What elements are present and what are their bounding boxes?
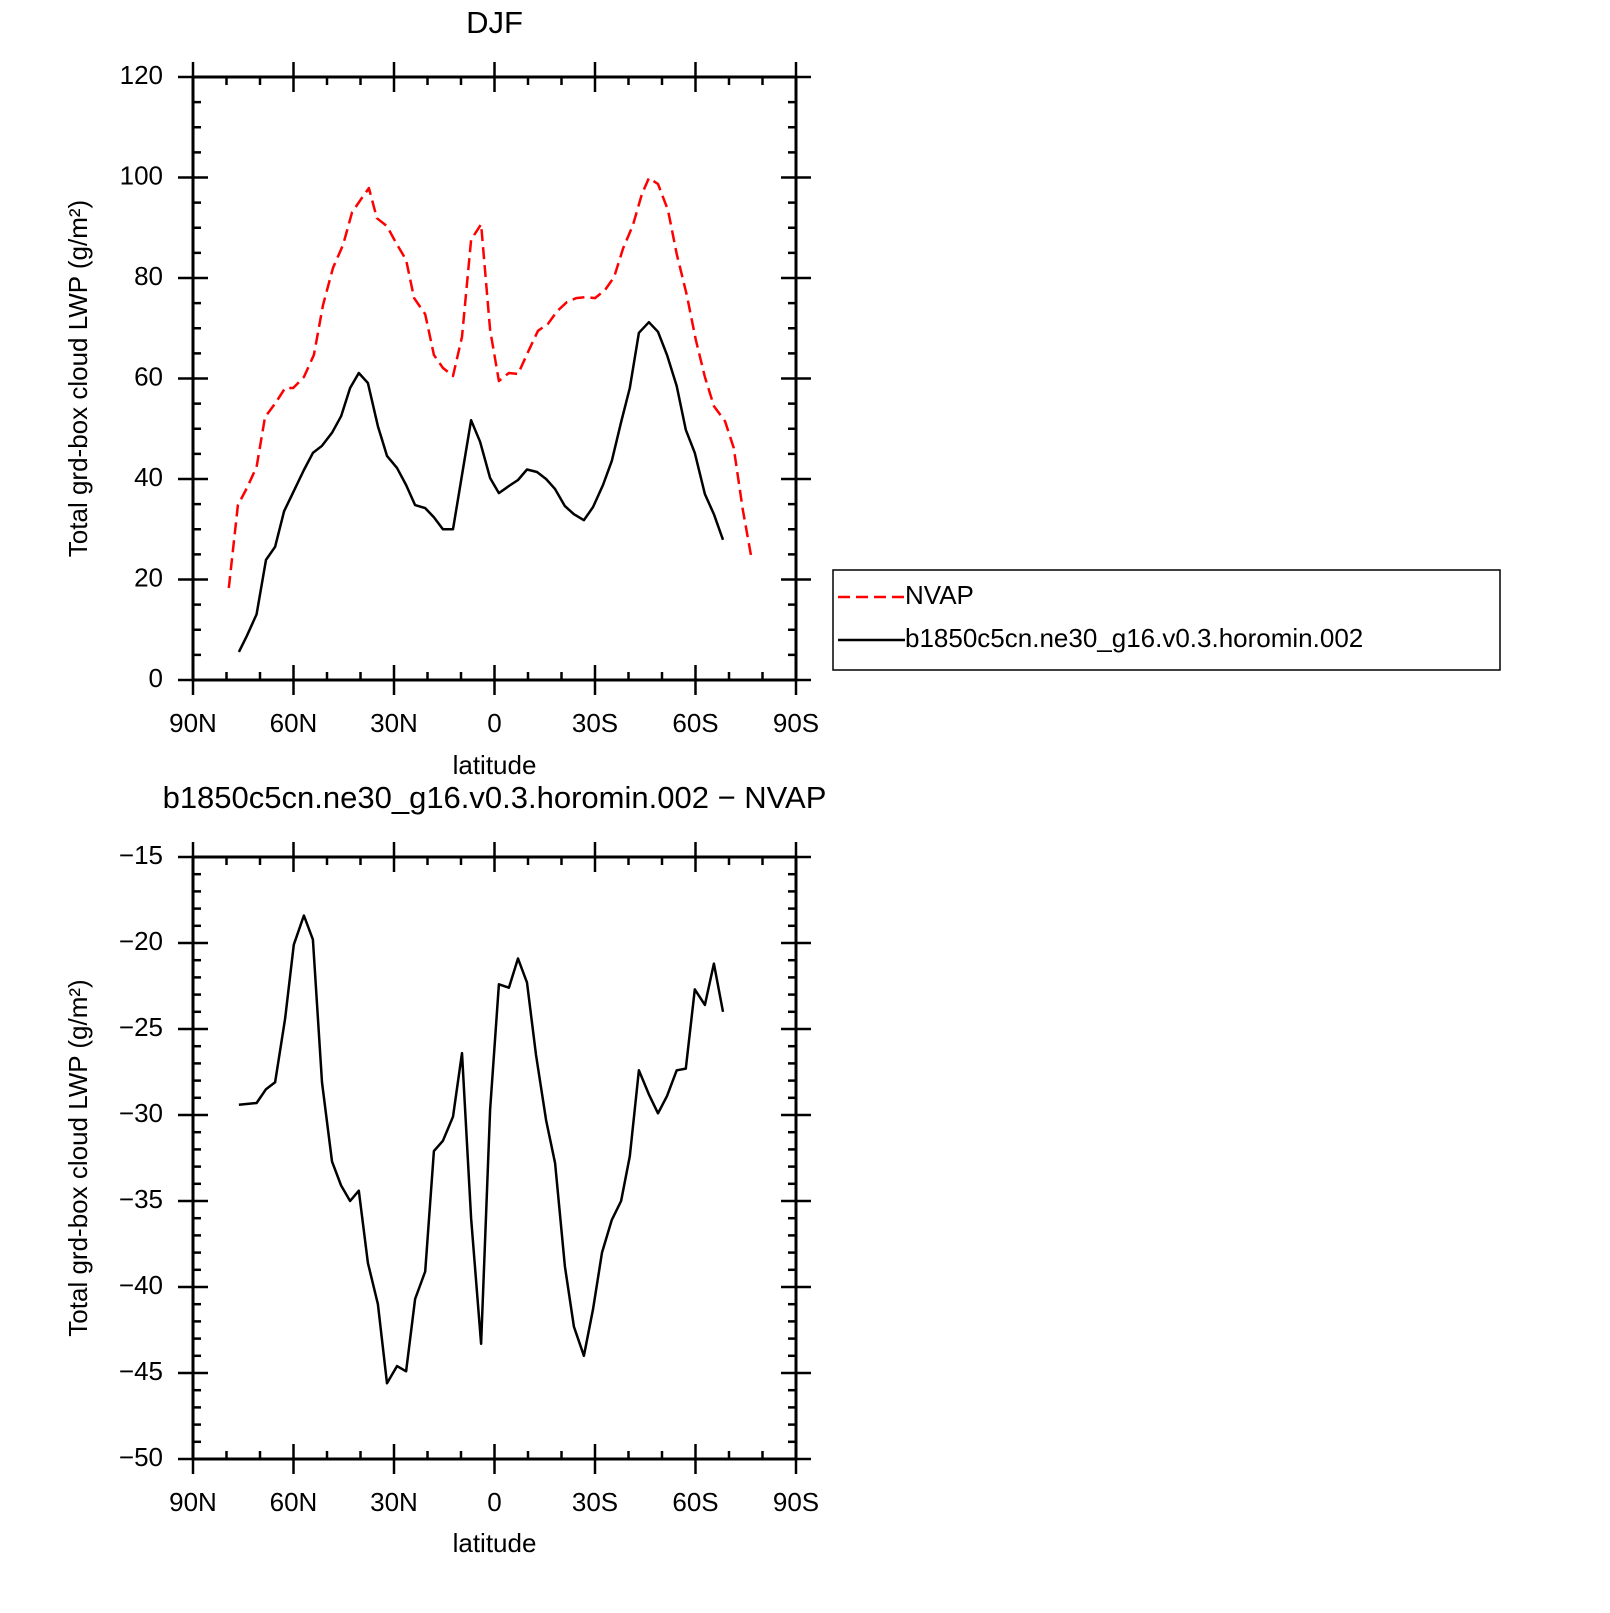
y-tick-label: 120 xyxy=(120,60,163,90)
x-tick-label: 30S xyxy=(572,708,618,738)
x-tick-label: 60N xyxy=(270,1487,318,1517)
y-tick-label: 20 xyxy=(134,562,163,592)
y-tick-label: −35 xyxy=(119,1184,163,1214)
y-tick-label: 80 xyxy=(134,261,163,291)
y-tick-label: −30 xyxy=(119,1098,163,1128)
x-tick-label: 60N xyxy=(270,708,318,738)
x-tick-label: 90N xyxy=(169,1487,217,1517)
x-tick-label: 90S xyxy=(773,1487,819,1517)
y-tick-label: −45 xyxy=(119,1356,163,1386)
x-tick-label: 30N xyxy=(370,1487,418,1517)
x-tick-label: 30N xyxy=(370,708,418,738)
legend-box xyxy=(832,569,1501,671)
chart-title: b1850c5cn.ne30_g16.v0.3.horomin.002 − NV… xyxy=(163,780,827,815)
y-tick-label: −15 xyxy=(119,840,163,870)
y-tick-label: 40 xyxy=(134,462,163,492)
chart-title: DJF xyxy=(466,5,523,40)
plot-frame xyxy=(191,855,798,1461)
y-tick-label: 0 xyxy=(149,663,163,693)
x-tick-label: 30S xyxy=(572,1487,618,1517)
legend-label: b1850c5cn.ne30_g16.v0.3.horomin.002 xyxy=(905,623,1363,653)
x-tick-label: 0 xyxy=(487,708,501,738)
x-tick-label: 90S xyxy=(773,708,819,738)
x-axis-label: latitude xyxy=(453,1528,537,1558)
series-line xyxy=(237,320,725,653)
y-tick-label: 100 xyxy=(120,160,163,190)
x-tick-label: 60S xyxy=(672,1487,718,1517)
x-tick-label: 90N xyxy=(169,708,217,738)
x-tick-label: 0 xyxy=(487,1487,501,1517)
y-tick-label: −20 xyxy=(119,926,163,956)
y-tick-label: −50 xyxy=(119,1442,163,1472)
x-tick-label: 60S xyxy=(672,708,718,738)
y-tick-label: −40 xyxy=(119,1270,163,1300)
y-tick-label: 60 xyxy=(134,361,163,391)
x-axis-label: latitude xyxy=(453,750,537,780)
y-tick-label: −25 xyxy=(119,1012,163,1042)
series-line xyxy=(227,176,754,589)
legend-label: NVAP xyxy=(905,580,974,610)
y-axis-label: Total grd-box cloud LWP (g/m²) xyxy=(63,200,93,557)
y-axis-label: Total grd-box cloud LWP (g/m²) xyxy=(63,979,93,1336)
plot-frame xyxy=(191,75,798,682)
series-line xyxy=(238,914,725,1385)
